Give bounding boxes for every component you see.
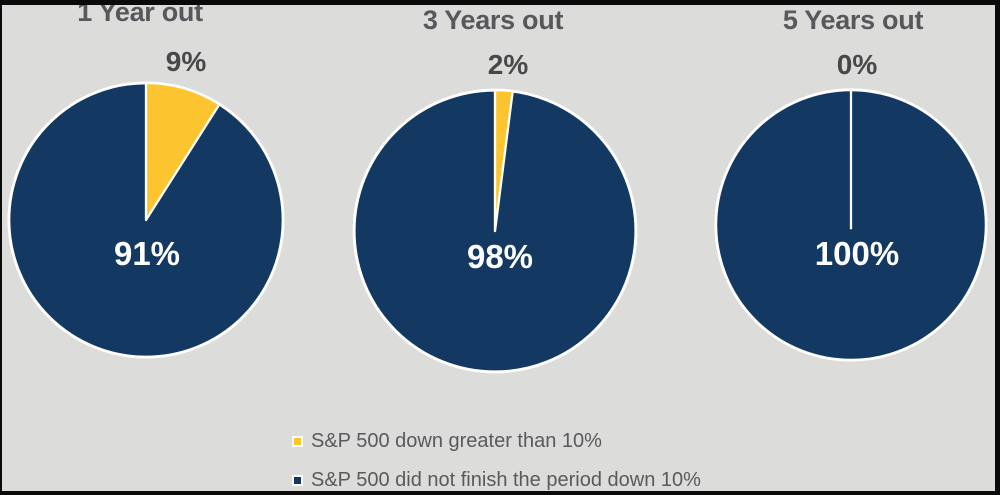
outside-label-3-years: 2% xyxy=(487,49,529,80)
frame-edge-left xyxy=(0,0,2,495)
pie-chart-3-years xyxy=(352,88,638,374)
chart-legend: S&P 500 down greater than 10% S&P 500 di… xyxy=(292,429,701,493)
outside-label-1-year: 9% xyxy=(165,46,207,77)
frame-edge-bottom xyxy=(0,491,1000,495)
legend-label-not-down: S&P 500 did not finish the period down 1… xyxy=(311,469,701,491)
outside-label-5-years: 0% xyxy=(836,49,878,80)
frame-edge-top xyxy=(0,0,1000,5)
pie-title-3-years: 3 Years out xyxy=(422,5,564,35)
legend-swatch-not-down-icon xyxy=(292,475,303,486)
pie-chart-5-years xyxy=(714,88,988,362)
pie-title-5-years: 5 Years out xyxy=(782,5,924,35)
legend-label-down: S&P 500 down greater than 10% xyxy=(311,430,602,452)
legend-swatch-down-icon xyxy=(292,436,303,447)
frame-edge-right xyxy=(995,0,1000,495)
legend-item-not-down: S&P 500 did not finish the period down 1… xyxy=(292,468,701,493)
legend-item-down: S&P 500 down greater than 10% xyxy=(292,429,701,454)
inside-label-3-years: 98% xyxy=(466,238,534,275)
pie-chart-1-year xyxy=(7,81,285,359)
inside-label-1-year: 91% xyxy=(113,235,181,272)
inside-label-5-years: 100% xyxy=(814,235,900,272)
